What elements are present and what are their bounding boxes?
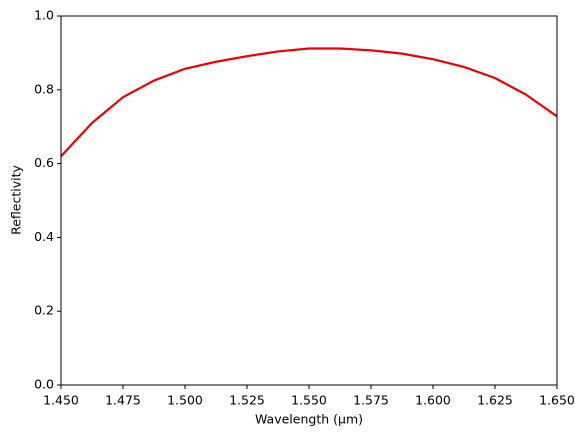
x-tick-label: 1.500 [167,393,203,408]
plot-frame [60,15,558,386]
y-tick-label: 0.4 [34,229,54,244]
y-tick-label: 1.0 [34,8,54,23]
y-tick-label: 0.6 [34,155,54,170]
x-tick-label: 1.575 [353,393,389,408]
line [61,47,557,157]
x-tick-label: 1.525 [229,393,265,408]
x-axis-label: Wavelength (μm) [255,412,363,427]
x-tick-label: 1.550 [291,393,327,408]
x-tick-label: 1.625 [477,393,513,408]
x-tick-label: 1.650 [539,393,575,408]
y-tick-label: 0.0 [34,377,54,392]
x-tick-label: 1.450 [43,393,79,408]
y-tick-label: 0.2 [34,303,54,318]
y-tick-label: 0.8 [34,81,54,96]
x-tick-label: 1.475 [105,393,141,408]
y-axis-label: Reflectivity [9,165,24,235]
x-tick-label: 1.600 [415,393,451,408]
